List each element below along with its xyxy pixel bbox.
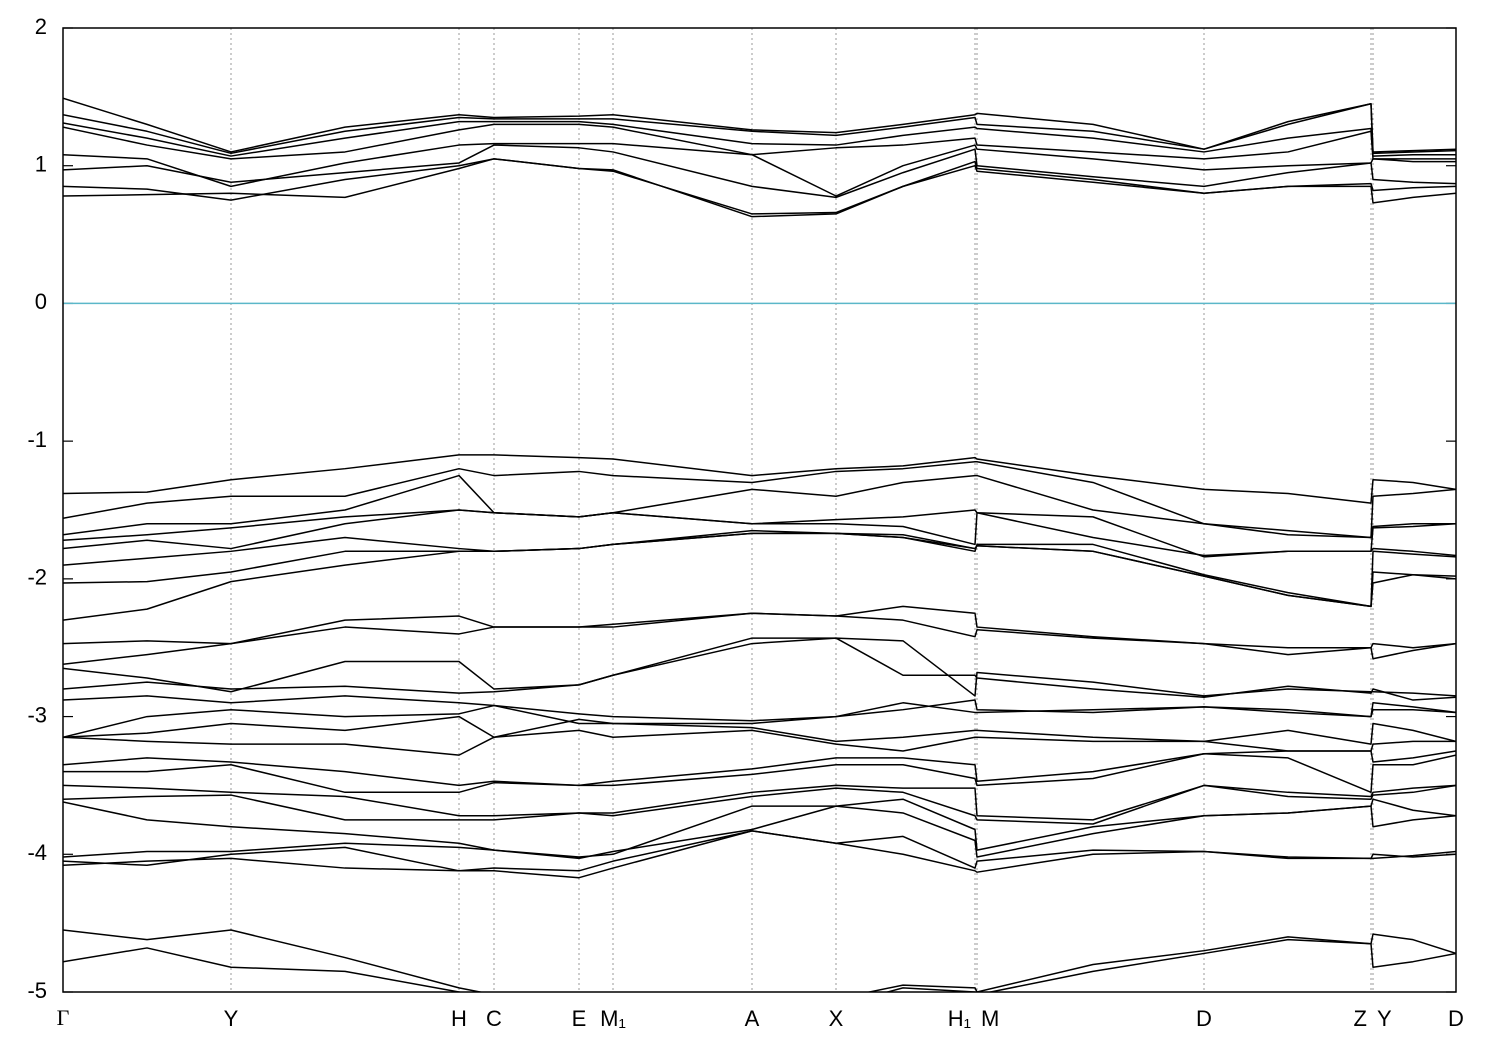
- band-line: [63, 699, 1456, 738]
- x-tick-label: E: [572, 1006, 587, 1031]
- x-tick-label: A: [745, 1006, 760, 1031]
- band-line: [63, 123, 1456, 160]
- y-tick-label: -4: [27, 840, 47, 865]
- band-line: [63, 637, 1456, 697]
- y-tick-label: -3: [27, 702, 47, 727]
- x-tick-label: Y: [224, 1006, 239, 1031]
- grid-layer: [62, 27, 1457, 993]
- y-tick-label: 0: [35, 289, 47, 314]
- y-tick-label: -5: [27, 978, 47, 1003]
- band-line: [63, 474, 1456, 539]
- y-tick-label: -2: [27, 565, 47, 590]
- x-tick-label: M: [981, 1006, 999, 1031]
- y-tick-label: -1: [27, 427, 47, 452]
- plot-frame: [62, 27, 1457, 993]
- y-tick-label: 1: [35, 152, 47, 177]
- x-tick-label: H: [451, 1006, 467, 1031]
- band-line: [63, 938, 1456, 992]
- band-line: [63, 729, 1456, 756]
- labels: 210-1-2-3-4-5Γ Y H C E M₁ A X H₁ M D Z Y D: [27, 14, 1464, 1031]
- band-line: [63, 120, 1456, 157]
- band-line: [63, 784, 1456, 821]
- band-line: [63, 605, 1456, 649]
- band-line: [63, 929, 1456, 992]
- x-tick-label: C: [486, 1006, 502, 1031]
- band-line: [63, 715, 1456, 745]
- band-line: [63, 753, 1456, 794]
- band-line: [63, 830, 1456, 872]
- x-tick-label: Z: [1354, 1006, 1367, 1031]
- band-line: [63, 532, 1456, 621]
- bands: [63, 97, 1456, 992]
- band-line: [63, 144, 1456, 199]
- x-tick-label: Y: [1377, 1006, 1392, 1031]
- band-line: [63, 102, 1456, 155]
- band-line: [63, 830, 1456, 879]
- band-line: [63, 637, 1456, 701]
- x-tick-label: D: [1196, 1006, 1212, 1031]
- band-line: [63, 529, 1456, 608]
- x-tick-label: M₁: [600, 1006, 626, 1031]
- band-line: [63, 612, 1456, 665]
- band-line: [63, 750, 1456, 787]
- band-line: [63, 695, 1456, 722]
- x-tick-label: H₁: [948, 1006, 971, 1031]
- band-line: [63, 97, 1456, 153]
- band-line: [63, 509, 1456, 557]
- band-line: [63, 454, 1456, 504]
- y-tick-label: 2: [35, 14, 47, 39]
- band-line: [63, 158, 1456, 215]
- band-line: [63, 532, 1456, 608]
- band-line: [63, 784, 1456, 825]
- x-tick-label: Γ: [57, 1005, 70, 1030]
- x-tick-label: D: [1448, 1006, 1464, 1031]
- band-line: [63, 142, 1456, 197]
- band-line: [63, 461, 1456, 539]
- x-tick-label: X: [829, 1006, 844, 1031]
- band-line: [63, 805, 1456, 860]
